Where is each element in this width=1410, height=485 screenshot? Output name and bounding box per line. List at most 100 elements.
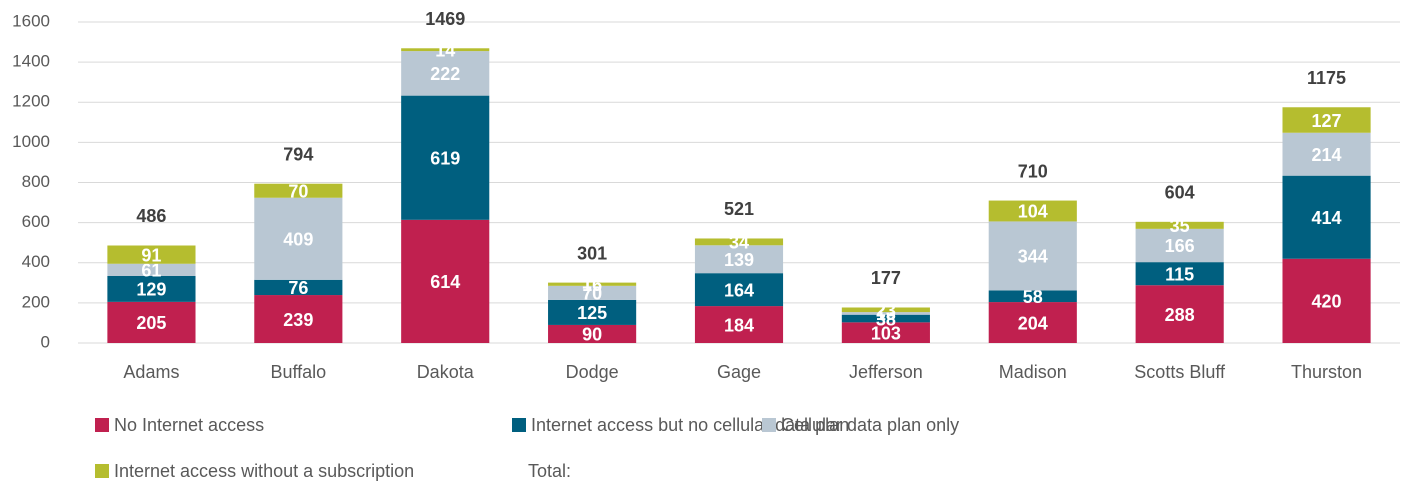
bar-segment	[1135, 221, 1224, 229]
data-label: 139	[724, 250, 754, 270]
bar-segment	[1135, 262, 1224, 286]
legend-swatch	[512, 418, 526, 432]
bar-segment	[254, 183, 343, 198]
bar-segment	[694, 245, 784, 274]
bar-segment	[401, 51, 490, 96]
total-label: 1469	[425, 9, 465, 29]
y-tick-label: 1600	[12, 11, 50, 30]
total-label: 710	[1018, 161, 1048, 181]
data-label: 129	[136, 280, 166, 300]
total-label: 1175	[1307, 68, 1346, 88]
bar-segment	[401, 48, 490, 52]
bar-segment	[1135, 228, 1224, 263]
bar-segment	[1135, 285, 1224, 343]
x-tick-label: Madison	[999, 362, 1067, 382]
data-label: 103	[871, 323, 901, 343]
y-tick-label: 1400	[12, 52, 50, 71]
bar-segment	[107, 245, 196, 264]
legend-swatch	[95, 418, 109, 432]
data-label: 166	[1165, 236, 1195, 256]
y-tick-label: 0	[41, 332, 50, 351]
y-tick-label: 200	[22, 292, 50, 311]
data-label: 58	[1023, 287, 1043, 307]
data-label: 76	[288, 278, 308, 298]
bar-segment	[107, 263, 196, 276]
x-tick-label: Scotts Bluff	[1134, 362, 1226, 382]
x-tick-label: Adams	[123, 362, 179, 382]
legend-label: Cellular data plan only	[781, 415, 959, 435]
bar-segment	[841, 314, 930, 323]
data-label: 91	[141, 245, 161, 265]
data-label: 90	[582, 325, 602, 345]
legend-swatch	[95, 464, 109, 478]
data-label: 288	[1165, 305, 1195, 325]
bar-segment	[988, 290, 1077, 303]
bar-segment	[841, 322, 930, 343]
bar-segment	[988, 302, 1077, 343]
data-label: 222	[430, 64, 460, 84]
y-tick-label: 1000	[12, 132, 50, 151]
legend-swatch	[762, 418, 776, 432]
data-label: 14	[435, 40, 455, 60]
total-label: 521	[724, 199, 754, 219]
bar-segment	[694, 238, 784, 246]
bar-segment	[548, 285, 637, 300]
total-label: 794	[283, 144, 313, 164]
data-label: 619	[430, 148, 460, 168]
data-label: 614	[430, 272, 460, 292]
total-label: 604	[1165, 183, 1195, 203]
bar-segment	[1282, 258, 1371, 343]
bar-segment	[107, 275, 196, 302]
data-label: 127	[1312, 111, 1342, 131]
data-label: 214	[1312, 145, 1342, 165]
bar-segment	[988, 200, 1077, 222]
data-label: 204	[1018, 313, 1048, 333]
bar-segment	[841, 307, 930, 313]
data-label: 420	[1312, 292, 1342, 312]
data-label: 239	[283, 310, 313, 330]
bar-segment	[1282, 107, 1371, 133]
legend-label: Total:	[528, 461, 571, 481]
data-label: 61	[141, 261, 161, 281]
x-tick-label: Dakota	[417, 362, 475, 382]
bar-segment	[1282, 132, 1371, 176]
data-label: 164	[724, 280, 754, 300]
bar-segment	[694, 273, 784, 307]
bar-segment	[1282, 175, 1371, 259]
data-label: 125	[577, 303, 607, 323]
bar-segment	[694, 306, 784, 343]
data-label: 409	[283, 230, 313, 250]
bar-segment	[548, 324, 637, 343]
y-tick-label: 800	[22, 172, 50, 191]
bar-segment	[988, 221, 1077, 291]
bar-segment	[841, 312, 930, 315]
bar-segment	[401, 95, 490, 220]
legend-label: Internet access without a subscription	[114, 461, 414, 481]
x-tick-label: Dodge	[566, 362, 619, 382]
data-label: 35	[1170, 216, 1190, 236]
x-tick-label: Buffalo	[270, 362, 326, 382]
data-label: 205	[136, 313, 166, 333]
bar-segment	[254, 279, 343, 296]
total-label: 301	[577, 243, 607, 263]
y-tick-label: 1200	[12, 92, 50, 111]
y-tick-label: 600	[22, 212, 50, 231]
x-tick-label: Gage	[717, 362, 761, 382]
x-tick-label: Jefferson	[849, 362, 923, 382]
bar-segment	[107, 301, 196, 343]
data-label: 34	[729, 233, 749, 253]
bar-segment	[401, 219, 490, 343]
data-label: 70	[288, 181, 308, 201]
y-tick-label: 400	[22, 252, 50, 271]
data-label: 23	[876, 301, 896, 321]
bar-segment	[254, 295, 343, 343]
bar-segment	[254, 197, 343, 280]
data-label: 16	[582, 275, 602, 295]
data-label: 70	[582, 284, 602, 304]
bar-segment	[548, 299, 637, 325]
x-tick-label: Thurston	[1291, 362, 1362, 382]
data-label: 104	[1018, 202, 1048, 222]
legend-label: No Internet access	[114, 415, 264, 435]
total-label: 486	[136, 206, 166, 226]
